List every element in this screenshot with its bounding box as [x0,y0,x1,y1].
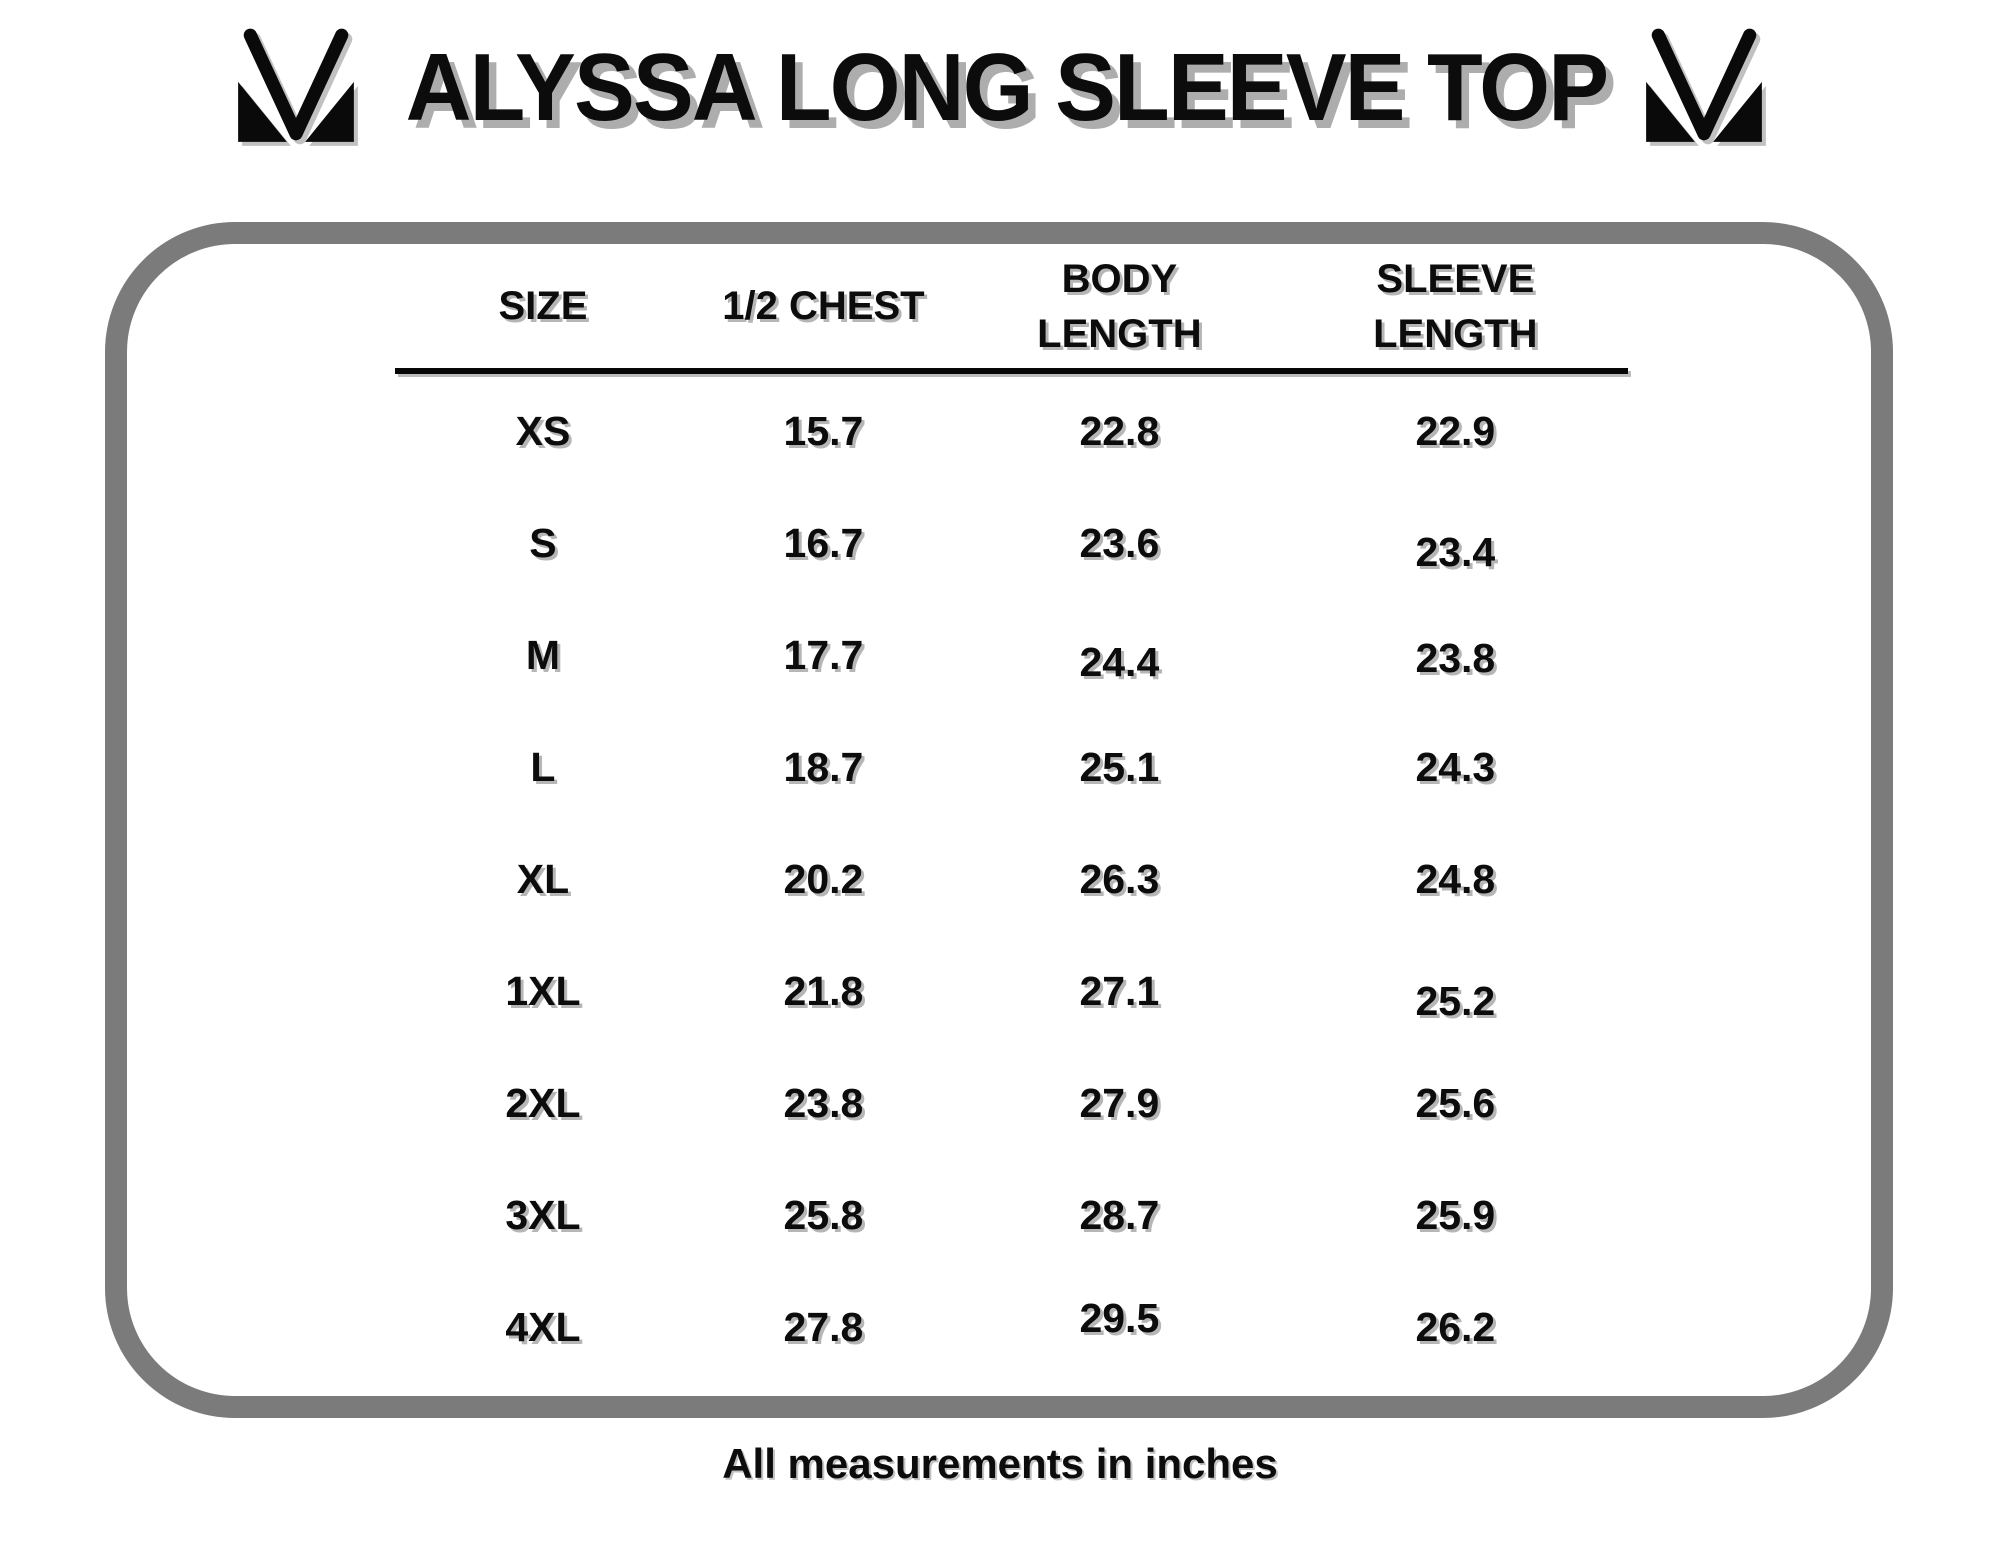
column-header-sleeve-length: SLEEVE LENGTH [1373,256,1538,356]
column-header-body-length: BODY LENGTH [1037,256,1202,356]
half-chest-cell: 17.7 [783,631,864,678]
size-cell: 1XL [505,967,581,1014]
table-row: L 18.7 25.1 24.3 [395,711,1628,823]
table-row: XS 15.7 22.8 22.9 [395,375,1628,487]
size-cell: XS [515,407,571,454]
sleeve-length-cell: 24.8 [1415,855,1496,902]
half-chest-cell: 27.8 [783,1303,864,1350]
body-length-cell: 29.5 [1079,1294,1160,1341]
size-cell: L [530,743,556,790]
sleeve-length-cell: 25.2 [1415,977,1496,1024]
sleeve-length-cell: 24.3 [1415,743,1496,790]
mv-monogram-logo-icon [237,28,354,142]
measurements-footnote: All measurements in inches [722,1440,1278,1487]
table-row: M 17.7 24.4 23.8 [395,599,1628,711]
half-chest-cell: 18.7 [783,743,864,790]
table-row: S 16.7 23.6 23.4 [395,487,1628,599]
half-chest-cell: 16.7 [783,519,864,566]
table-header-divider [395,368,1628,374]
body-length-cell: 23.6 [1079,519,1160,566]
body-length-cell: 28.7 [1079,1191,1160,1238]
half-chest-cell: 20.2 [783,855,864,902]
body-length-cell: 27.9 [1079,1079,1160,1126]
half-chest-cell: 25.8 [783,1191,864,1238]
half-chest-cell: 23.8 [783,1079,864,1126]
body-length-cell: 26.3 [1079,855,1160,902]
table-row: 2XL 23.8 27.9 25.6 [395,1047,1628,1159]
size-cell: S [529,519,557,566]
size-cell: 2XL [505,1079,581,1126]
header: ALYSSA LONG SLEEVE TOP [0,26,2000,150]
column-header-size: SIZE [498,284,588,329]
table-body: XS 15.7 22.8 22.9 S 16.7 23.6 23.4 M 17.… [395,374,1628,1383]
body-length-cell: 27.1 [1079,967,1160,1014]
mv-monogram-logo-icon [1646,28,1763,142]
column-header-half-chest: 1/2 CHEST [722,284,925,329]
size-cell: 4XL [505,1303,581,1350]
size-cell: M [525,631,561,678]
table-row: 4XL 27.8 29.5 26.2 [395,1271,1628,1383]
table-row: 1XL 21.8 27.1 25.2 [395,935,1628,1047]
size-chart-table: SIZE 1/2 CHEST BODY LENGTH SLEEVE LENGTH… [395,250,1628,1383]
table-header-row: SIZE 1/2 CHEST BODY LENGTH SLEEVE LENGTH [395,250,1628,364]
sleeve-length-cell: 23.8 [1415,634,1496,681]
size-cell: XL [516,855,570,902]
body-length-cell: 22.8 [1079,407,1160,454]
table-row: 3XL 25.8 28.7 25.9 [395,1159,1628,1271]
body-length-cell: 24.4 [1079,638,1160,685]
table-row: XL 20.2 26.3 24.8 [395,823,1628,935]
sleeve-length-cell: 23.4 [1415,528,1496,575]
half-chest-cell: 21.8 [783,967,864,1014]
size-cell: 3XL [505,1191,581,1238]
sleeve-length-cell: 22.9 [1415,407,1496,454]
sleeve-length-cell: 25.6 [1415,1079,1496,1126]
size-chart-frame [105,222,1893,1418]
sleeve-length-cell: 25.9 [1415,1191,1496,1238]
page-title: ALYSSA LONG SLEEVE TOP [405,34,1608,141]
half-chest-cell: 15.7 [783,407,864,454]
body-length-cell: 25.1 [1079,743,1160,790]
sleeve-length-cell: 26.2 [1415,1303,1496,1350]
